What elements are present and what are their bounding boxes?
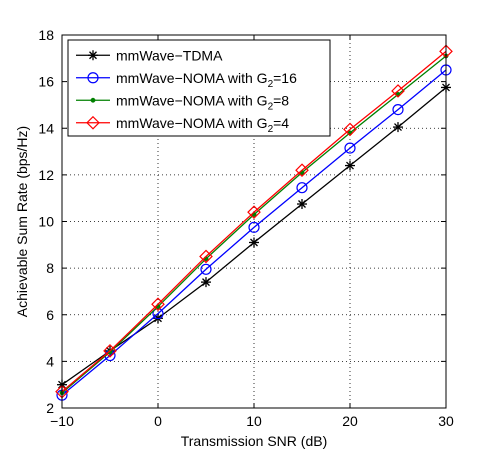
data-point <box>393 122 403 132</box>
legend-marker <box>91 98 95 102</box>
x-tick-label: 10 <box>246 413 262 429</box>
y-axis-label: Achievable Sum Rate (bps/Hz) <box>14 126 30 317</box>
x-axis-label: Transmission SNR (dB) <box>181 433 328 449</box>
y-tick-label: 16 <box>38 74 54 90</box>
data-point <box>249 237 259 247</box>
y-tick-label: 10 <box>38 214 54 230</box>
y-tick-label: 14 <box>38 120 54 136</box>
y-tick-label: 18 <box>38 27 54 43</box>
y-tick-label: 2 <box>46 400 54 416</box>
x-tick-label: 30 <box>438 413 454 429</box>
data-point <box>345 161 355 171</box>
x-tick-label: 20 <box>342 413 358 429</box>
data-point <box>201 277 211 287</box>
y-tick-label: 8 <box>46 260 54 276</box>
x-tick-label: 0 <box>154 413 162 429</box>
legend-label: mmWave−TDMA <box>116 47 223 63</box>
y-tick-label: 4 <box>46 353 54 369</box>
legend-marker <box>88 50 98 60</box>
data-point <box>297 199 307 209</box>
y-tick-label: 6 <box>46 307 54 323</box>
y-tick-label: 12 <box>38 167 54 183</box>
